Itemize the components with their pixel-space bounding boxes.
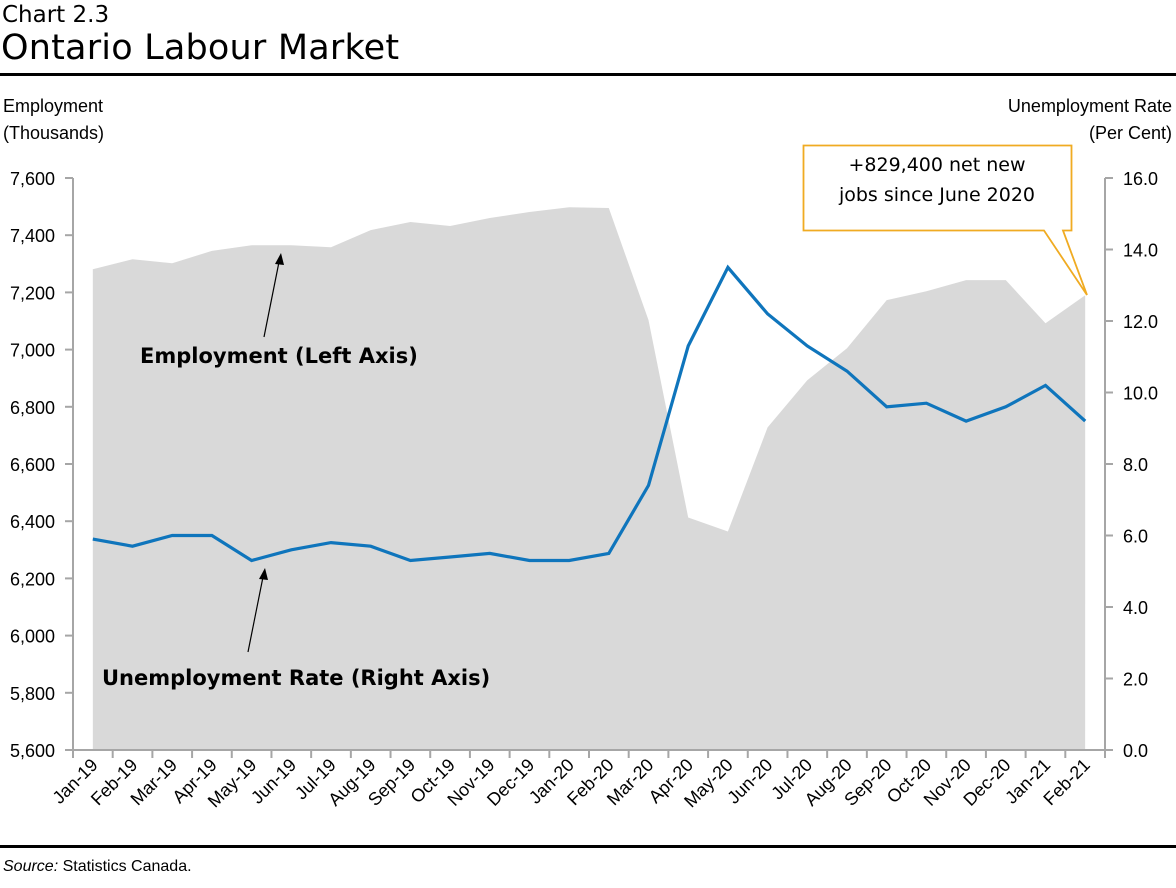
right-tick-label: 12.0 (1123, 312, 1158, 332)
left-tick-label: 7,400 (10, 226, 55, 246)
source-text: Statistics Canada. (58, 858, 192, 875)
unemployment-label: Unemployment Rate (Right Axis) (102, 666, 490, 690)
right-tick-label: 10.0 (1123, 384, 1158, 404)
left-tick-label: 6,600 (10, 455, 55, 475)
left-axis-title-line1: Employment (3, 96, 104, 116)
employment-arrow (263, 261, 280, 338)
right-tick-label: 14.0 (1123, 241, 1158, 261)
left-axis-title-line2: (Thousands) (3, 123, 105, 143)
right-tick-label: 0.0 (1123, 741, 1148, 761)
right-axis-title-line1: Unemployment Rate (1007, 96, 1172, 116)
left-tick-label: 6,800 (10, 398, 55, 418)
chart-title: Ontario Labour Market (1, 28, 400, 68)
right-tick-label: 2.0 (1123, 670, 1148, 690)
employment-area (92, 207, 1086, 750)
right-axis-title-line2: (Per Cent) (1088, 123, 1172, 143)
source-prefix: Source: (3, 858, 59, 875)
unemployment-arrowhead-icon (259, 568, 268, 580)
x-tick-label: Jun-20 (723, 755, 776, 808)
footer-rule (0, 845, 1176, 848)
left-tick-label: 7,000 (10, 341, 55, 361)
employment-label: Employment (Left Axis) (140, 344, 418, 368)
left-tick-label: 5,800 (10, 684, 55, 704)
annotations: Employment (Left Axis) Unemployment Rate… (102, 144, 1088, 690)
unemployment-line (92, 264, 1087, 563)
employment-arrowhead-icon (275, 253, 284, 265)
left-tick-label: 5,600 (10, 741, 55, 761)
source-note: Source: Statistics Canada. (3, 858, 192, 876)
right-tick-label: 8.0 (1123, 455, 1148, 475)
callout-text: +829,400 net new jobs since June 2020 (803, 150, 1071, 210)
title-rule (0, 73, 1176, 76)
x-tick-label: Jun-19 (247, 755, 300, 808)
callout-box (802, 144, 1088, 296)
unemployment-line-shape (92, 264, 1087, 563)
left-tick-label: 7,200 (10, 283, 55, 303)
left-tick-label: 6,200 (10, 569, 55, 589)
callout-line2: jobs since June 2020 (838, 184, 1036, 206)
callout-line1: +829,400 net new (848, 154, 1026, 176)
right-axis-title: Unemployment Rate (Per Cent) (1008, 93, 1172, 147)
left-tick-label: 6,400 (10, 512, 55, 532)
unemployment-arrow (247, 576, 264, 653)
right-tick-label: 4.0 (1123, 598, 1148, 618)
left-tick-label: 7,600 (10, 169, 55, 189)
right-tick-label: 16.0 (1123, 169, 1158, 189)
employment-area-shape (92, 207, 1086, 750)
left-axis-title: Employment (Thousands) (3, 93, 104, 147)
chart-number: Chart 2.3 (2, 2, 110, 28)
left-tick-label: 6,000 (10, 627, 55, 647)
right-tick-label: 6.0 (1123, 527, 1148, 547)
